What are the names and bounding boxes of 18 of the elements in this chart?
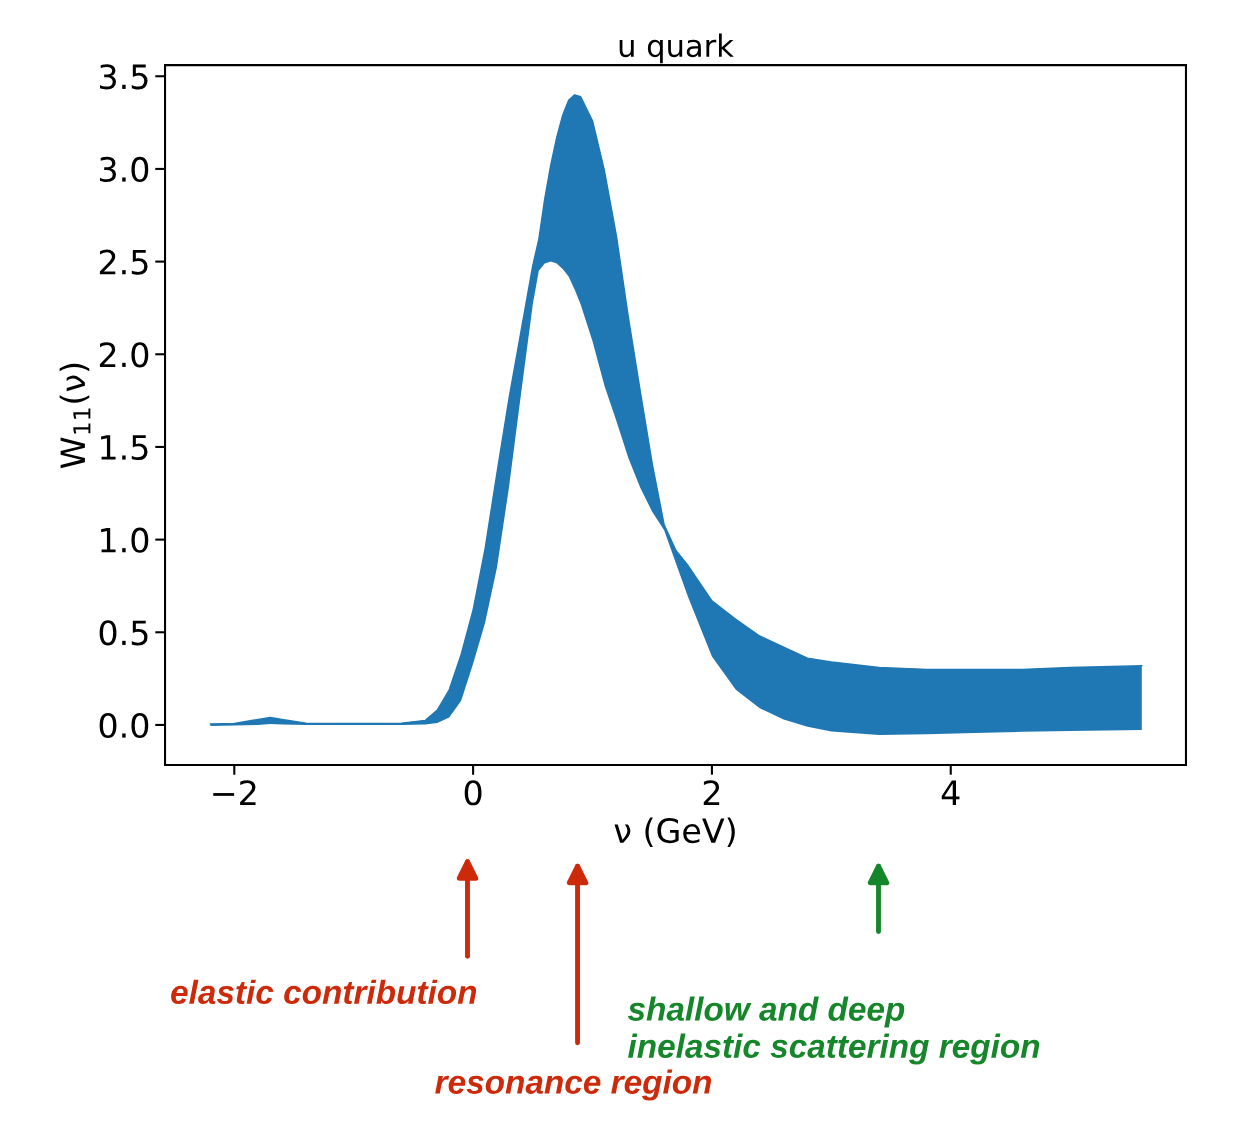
x-tick-label: 2 [703, 780, 720, 805]
y-tick-label: 1.5 [101, 435, 148, 461]
text: elastic contribution [171, 979, 477, 1005]
y-tick-label: 1.0 [101, 527, 149, 553]
x-axis-title: ν (GeV) [614, 817, 735, 848]
y-tick-label: 3.5 [99, 64, 148, 90]
chart-title: u quark [619, 33, 734, 64]
x-tick-label: 4 [941, 780, 960, 805]
y-tick-label: 3.0 [99, 156, 149, 183]
y-axis-title: W$_{11}$(ν) [59, 363, 91, 469]
y-tick-label: 2.0 [99, 342, 149, 368]
y-tick-label: 0.0 [99, 712, 149, 739]
text: resonance region [435, 1069, 712, 1101]
text: shallow and deep inelastic scattering region [627, 996, 1040, 1065]
x-tick-label: 0 [464, 780, 482, 806]
x-tick-label: −2 [213, 780, 256, 805]
y-tick-label: 2.5 [99, 249, 148, 275]
y-tick-label: 0.5 [99, 620, 148, 646]
